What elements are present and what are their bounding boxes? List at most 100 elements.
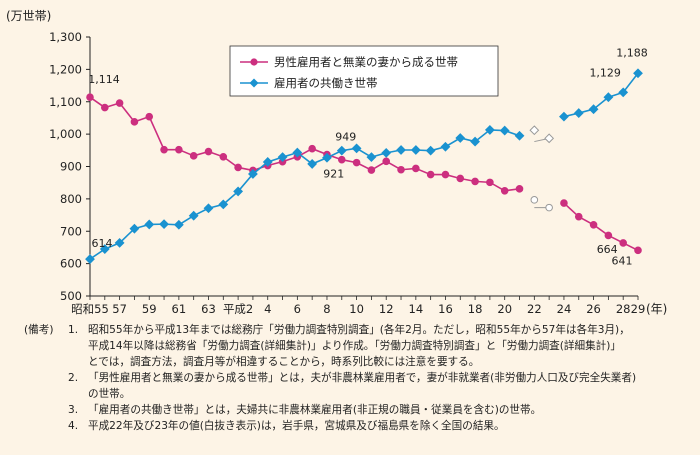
data-point — [515, 185, 524, 193]
x-tick-label: 12 — [379, 302, 394, 316]
data-point — [412, 164, 420, 173]
data-label: 1,129 — [589, 66, 621, 79]
data-point — [129, 223, 140, 234]
data-point — [573, 108, 584, 118]
data-point — [218, 199, 229, 210]
series-line — [89, 96, 520, 192]
data-point — [618, 87, 629, 98]
data-point — [130, 118, 139, 126]
notes: (備考) 1. 昭和55年から平成13年までは総務庁「労働力調査特別調査」(各年… — [24, 322, 696, 434]
x-tick-label: 8 — [323, 302, 330, 316]
x-tick-label: 20 — [497, 302, 512, 316]
data-point — [203, 203, 214, 214]
series-dual-income — [85, 68, 643, 265]
x-tick-label: 4 — [264, 302, 271, 316]
data-point — [336, 145, 347, 156]
data-point — [292, 147, 303, 158]
data-label: 664 — [597, 243, 618, 256]
x-axis: 昭和55 57 59 61 63 平成2 4 6 8 10 12 14 16 18 20 22 24 26 28 29 — [71, 295, 646, 316]
data-point — [366, 152, 377, 163]
data-point — [322, 152, 332, 163]
data-point — [99, 244, 110, 254]
data-point — [603, 92, 614, 103]
note-number: 4. — [68, 420, 79, 432]
data-point — [115, 99, 124, 107]
data-point — [188, 210, 199, 221]
data-point — [307, 159, 318, 169]
series-group — [85, 68, 643, 265]
data-label: 1,114 — [88, 73, 120, 86]
x-tick-label: 26 — [586, 302, 601, 316]
data-point — [173, 219, 184, 230]
x-tick-label: 29 — [631, 302, 646, 316]
x-tick-label: 22 — [527, 302, 542, 316]
data-point — [633, 68, 643, 79]
data-point — [544, 133, 555, 144]
y-tick-label: 1,100 — [49, 95, 82, 109]
data-point — [145, 112, 154, 121]
data-label: 921 — [323, 168, 344, 181]
data-point — [175, 145, 183, 154]
data-point — [86, 93, 94, 102]
data-point — [604, 231, 613, 240]
data-point — [351, 143, 362, 154]
note-text: 平成22年及び23年の値(白抜き表示)は，岩手県，宮城県及び福島県を除く全国の結… — [88, 420, 505, 432]
series-line — [563, 72, 639, 118]
data-point — [101, 103, 109, 112]
data-point — [159, 219, 169, 230]
x-tick-label: 10 — [349, 302, 364, 316]
data-point — [248, 169, 258, 179]
data-point — [262, 157, 273, 167]
data-point — [514, 130, 525, 141]
data-point — [634, 246, 642, 255]
data-point — [382, 157, 391, 166]
data-point — [486, 178, 494, 187]
y-tick-label: 1,000 — [49, 127, 82, 141]
data-label: 641 — [612, 254, 633, 267]
legend-marker-male-single-earner — [250, 58, 258, 66]
data-point — [530, 196, 539, 204]
data-point — [441, 170, 450, 179]
data-point — [574, 212, 583, 221]
data-point — [440, 141, 451, 152]
y-tick-label: 1,300 — [49, 30, 82, 44]
data-point — [189, 152, 198, 160]
data-point — [277, 152, 288, 163]
note-text: 「雇用者の共働き世帯」とは，夫婦共に非農林業雇用者(非正規の職員・従業員を含む)… — [88, 404, 542, 416]
legend-label-male-single-earner: 男性雇用者と無業の妻から成る世帯 — [274, 55, 458, 69]
data-label: 949 — [335, 131, 356, 144]
line-chart: (万世帯) 500 600 700 800 900 1,000 1,100 1,200 1,30… — [6, 9, 667, 316]
data-point — [396, 145, 406, 155]
data-point — [337, 155, 346, 164]
data-label: 1,188 — [616, 46, 648, 59]
data-point — [500, 186, 509, 195]
y-tick-label: 700 — [60, 224, 82, 238]
y-tick-label: 500 — [60, 289, 82, 303]
series-male-single-earner — [86, 93, 642, 255]
data-point — [529, 125, 540, 136]
x-tick-label: 24 — [557, 302, 572, 316]
x-tick-label: 59 — [142, 302, 157, 316]
x-tick-label: 28 — [616, 302, 631, 316]
data-point — [471, 177, 479, 186]
note-4: 4. 平成22年及び23年の値(白抜き表示)は，岩手県，宮城県及び福島県を除く全… — [24, 418, 696, 434]
data-point — [367, 166, 376, 174]
legend-box — [229, 45, 499, 97]
notes-lead: (備考) — [24, 324, 54, 336]
x-tick-label: 平成2 — [223, 302, 253, 316]
data-point — [204, 147, 213, 156]
data-point — [456, 174, 465, 183]
legend-marker-dual-income — [249, 78, 259, 88]
x-tick-label: 61 — [172, 302, 187, 316]
data-point — [470, 136, 480, 147]
data-point — [234, 163, 242, 172]
note-number: 3. — [68, 404, 79, 416]
data-point — [233, 186, 244, 197]
data-point — [381, 147, 392, 158]
data-point — [397, 165, 405, 174]
data-point — [559, 111, 569, 122]
x-tick-label: 16 — [438, 302, 453, 316]
note-1: (備考) 1. 昭和55年から平成13年までは総務庁「労働力調査特別調査」(各年… — [24, 322, 696, 370]
note-text: 昭和55年から平成13年までは総務庁「労働力調査特別調査」(各年2月。ただし，昭… — [88, 324, 630, 368]
